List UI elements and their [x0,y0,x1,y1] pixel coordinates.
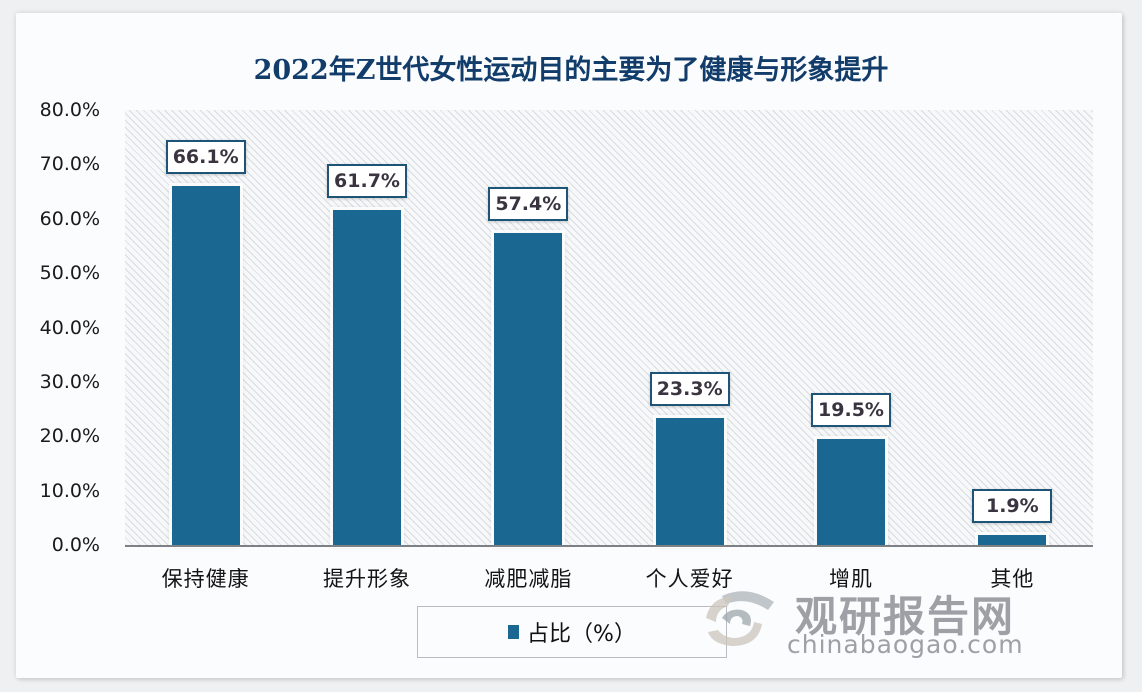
x-tick-label: 个人爱好 [645,567,734,591]
chart-title: 2022年Z世代女性运动目的主要为了健康与形象提升 [253,55,889,86]
y-tick-label: 40.0% [39,316,100,339]
data-label: 19.5% [811,392,891,427]
legend: 占比（%） [417,606,727,658]
y-tick-label: 0.0% [51,534,100,556]
x-tick-label: 提升形象 [323,567,411,591]
x-tick-label: 增肌 [829,567,873,591]
bar [333,209,401,545]
y-tick-label: 80.0% [39,99,100,121]
data-label: 57.4% [488,186,569,221]
data-label: 23.3% [649,372,730,407]
x-tick-label: 保持健康 [161,567,250,591]
bar [494,232,563,545]
bar [817,438,885,545]
bar [655,418,724,545]
data-label: 66.1% [165,139,246,174]
watermark-text-en: chinabaogao.com [787,630,1024,659]
y-tick-label: 50.0% [39,262,100,285]
data-label: 61.7% [327,163,407,198]
plot-area [125,110,1093,545]
y-tick-label: 60.0% [39,207,100,230]
bar [171,185,240,545]
y-tick-label: 70.0% [39,153,100,176]
watermark-text-cn: 观研报告网 [795,592,1016,641]
x-tick-label: 其他 [990,567,1035,591]
y-tick-label: 30.0% [39,370,100,393]
x-axis-line [125,545,1093,547]
bar [978,534,1047,545]
y-tick-label: 10.0% [39,479,100,502]
watermark-logo-icon [706,591,774,646]
legend-swatch [508,625,520,639]
x-tick-label: 减肥减脂 [484,567,573,591]
legend-label: 占比（%） [527,622,636,647]
data-label: 1.9% [972,488,1053,523]
y-tick-label: 20.0% [39,425,100,448]
